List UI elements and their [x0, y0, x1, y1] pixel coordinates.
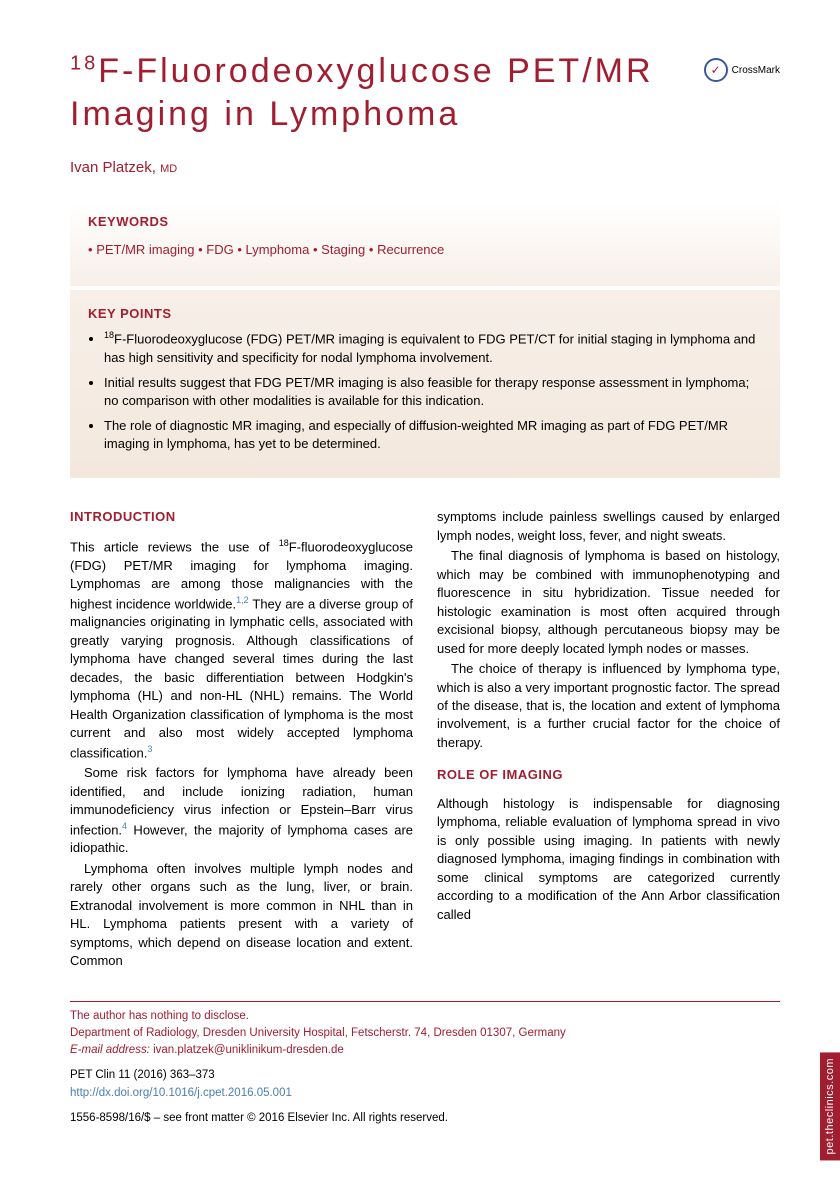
keyword: Recurrence [377, 242, 444, 257]
email-address[interactable]: ivan.platzek@uniklinikum-dresden.de [153, 1044, 344, 1056]
journal-citation: PET Clin 11 (2016) 363–373 [70, 1067, 780, 1084]
title-superscript: 18 [70, 53, 98, 75]
paragraph: Lymphoma often involves multiple lymph n… [70, 860, 413, 971]
paragraph: This article reviews the use of 18F-fluo… [70, 537, 413, 762]
keywords-list: • PET/MR imaging • FDG • Lymphoma • Stag… [88, 242, 762, 257]
keyword: Staging [321, 242, 365, 257]
paragraph: Some risk factors for lymphoma have alre… [70, 764, 413, 858]
side-tab-url[interactable]: pet.theclinics.com [820, 1052, 840, 1160]
title-text: F-Fluorodeoxyglucose PET/MR Imaging in L… [70, 52, 654, 133]
crossmark-badge[interactable]: ✓ CrossMark [704, 58, 780, 82]
disclosure: The author has nothing to disclose. [70, 1008, 780, 1025]
author-line: Ivan Platzek, MD [70, 159, 780, 176]
citation-ref[interactable]: 1,2 [236, 595, 249, 605]
crossmark-icon: ✓ [704, 58, 728, 82]
body-columns: INTRODUCTION This article reviews the us… [70, 508, 780, 972]
doi-link[interactable]: http://dx.doi.org/10.1016/j.cpet.2016.05… [70, 1085, 780, 1102]
paragraph: The final diagnosis of lymphoma is based… [437, 547, 780, 658]
crossmark-label: CrossMark [732, 65, 780, 76]
keypoint-text: F-Fluorodeoxyglucose (FDG) PET/MR imagin… [104, 331, 755, 364]
paragraph: symptoms include painless swellings caus… [437, 508, 780, 545]
section-heading-intro: INTRODUCTION [70, 508, 413, 526]
section-heading-role: ROLE OF IMAGING [437, 766, 780, 784]
paragraph: Although histology is indispensable for … [437, 795, 780, 924]
column-left: INTRODUCTION This article reviews the us… [70, 508, 413, 972]
keyword: FDG [206, 242, 233, 257]
keypoint-item: 18F-Fluorodeoxyglucose (FDG) PET/MR imag… [104, 329, 762, 367]
email-label: E-mail address: [70, 1044, 150, 1056]
keypoints-list: 18F-Fluorodeoxyglucose (FDG) PET/MR imag… [88, 329, 762, 453]
article-page: ✓ CrossMark 18F-Fluorodeoxyglucose PET/M… [0, 0, 840, 1157]
keypoint-item: Initial results suggest that FDG PET/MR … [104, 374, 762, 410]
column-right: symptoms include painless swellings caus… [437, 508, 780, 972]
keyword: Lymphoma [246, 242, 310, 257]
keywords-box: KEYWORDS • PET/MR imaging • FDG • Lympho… [70, 202, 780, 286]
keypoint-item: The role of diagnostic MR imaging, and e… [104, 417, 762, 453]
copyright: 1556-8598/16/$ – see front matter © 2016… [70, 1110, 780, 1127]
keypoints-label: KEY POINTS [88, 306, 762, 321]
keyword: PET/MR imaging [96, 242, 194, 257]
author-name: Ivan Platzek, [70, 159, 156, 176]
article-footer: The author has nothing to disclose. Depa… [70, 1001, 780, 1128]
citation-ref[interactable]: 3 [147, 744, 152, 754]
keypoints-box: KEY POINTS 18F-Fluorodeoxyglucose (FDG) … [70, 290, 780, 478]
article-title: 18F-Fluorodeoxyglucose PET/MR Imaging in… [70, 50, 780, 135]
affiliation: Department of Radiology, Dresden Univers… [70, 1025, 780, 1042]
author-degree: MD [160, 163, 177, 175]
paragraph: The choice of therapy is influenced by l… [437, 660, 780, 752]
keywords-label: KEYWORDS [88, 214, 762, 229]
email-line: E-mail address: ivan.platzek@uniklinikum… [70, 1042, 780, 1059]
